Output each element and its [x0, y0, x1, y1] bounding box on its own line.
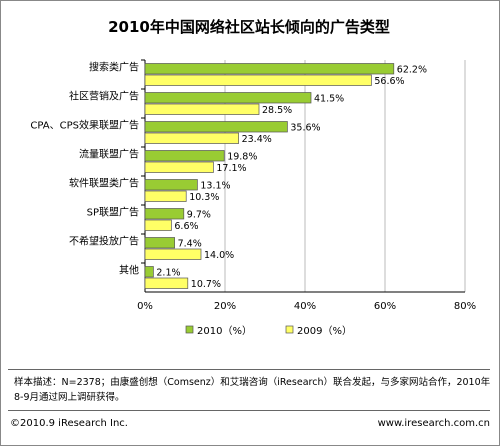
bar-2010 [144, 121, 288, 133]
category-label: 搜索类广告 [89, 61, 139, 74]
copyright-text: ©2010.9 iResearch Inc. [10, 418, 128, 429]
bar-2010 [144, 179, 198, 191]
bar-2009 [144, 248, 202, 260]
data-label: 35.6% [290, 123, 320, 134]
bar-2009 [144, 103, 260, 115]
x-tick-label: 40% [294, 301, 316, 312]
data-label: 41.5% [314, 94, 344, 105]
x-tick-label: 60% [374, 301, 396, 312]
data-label: 9.7% [187, 210, 211, 221]
bar-2009 [144, 219, 172, 231]
legend-label: 2009（%） [297, 325, 352, 337]
category-label: 软件联盟类广告 [69, 177, 139, 190]
x-tick-label: 0% [137, 301, 153, 312]
category-label: 不希望投放广告 [69, 235, 139, 248]
note-top-rule [8, 369, 490, 370]
bar-2010 [144, 63, 395, 75]
bar-2009 [144, 74, 372, 86]
data-label: 7.4% [178, 239, 202, 250]
sample-note: 样本描述：N=2378；由康盛创想（Comsenz）和艾瑞咨询（iResearc… [14, 377, 491, 403]
data-label: 13.1% [200, 181, 230, 192]
data-label: 10.7% [191, 279, 221, 290]
website-text: www.iresearch.com.cn [377, 418, 490, 429]
x-tick-label: 20% [214, 301, 236, 312]
data-label: 23.4% [242, 134, 272, 145]
legend-label: 2010（%） [197, 325, 252, 337]
chart-title: 2010年中国网络社区站长倾向的广告类型 [108, 18, 390, 36]
footer-rule [8, 410, 490, 411]
data-label: 56.6% [374, 76, 404, 87]
bar-2009 [144, 132, 239, 144]
bar-2010 [144, 92, 312, 104]
category-label: 流量联盟广告 [79, 148, 139, 161]
category-label: 其他 [119, 264, 139, 277]
category-label: SP联盟广告 [87, 206, 139, 219]
bar-2009 [144, 277, 189, 289]
data-label: 62.2% [397, 65, 427, 76]
x-tick-label: 80% [454, 301, 476, 312]
bar-2009 [144, 190, 187, 202]
category-label: CPA、CPS效果联盟广告 [30, 119, 139, 132]
data-label: 14.0% [204, 250, 234, 261]
data-label: 19.8% [227, 152, 257, 163]
bar-2010 [144, 150, 225, 162]
legend-swatch [285, 325, 294, 334]
data-label: 17.1% [216, 163, 246, 174]
bar-2010 [144, 208, 185, 220]
data-label: 2.1% [156, 268, 180, 279]
data-label: 28.5% [262, 105, 292, 116]
bar-2009 [144, 161, 214, 173]
data-label: 10.3% [189, 192, 219, 203]
legend-swatch [185, 325, 194, 334]
data-label: 6.6% [174, 221, 198, 232]
bar-2010 [144, 266, 154, 278]
bar-2010 [144, 237, 175, 249]
category-label: 社区营销及广告 [69, 90, 139, 103]
